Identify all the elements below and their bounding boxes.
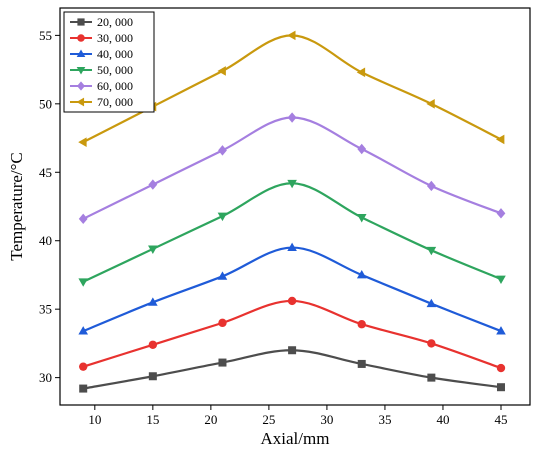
data-point-3-1 (148, 245, 158, 254)
x-tick-label-6: 40 (436, 412, 449, 427)
series-4 (78, 112, 506, 225)
data-point-4-2 (218, 145, 227, 156)
data-point-3-6 (496, 275, 506, 285)
series-line-0 (83, 349, 502, 390)
x-tick-label-2: 20 (204, 412, 217, 427)
x-tick-label-3: 25 (262, 412, 275, 427)
data-point-5-3 (287, 30, 296, 41)
series-0 (79, 346, 505, 393)
y-tick-label-4: 50 (39, 96, 52, 111)
data-point-2-0 (78, 326, 89, 335)
data-point-0-0 (79, 384, 88, 393)
data-point-3-0 (78, 278, 89, 287)
y-axis-title: Temperature/°C (7, 152, 26, 261)
data-point-0-1 (148, 372, 157, 381)
data-point-0-5 (427, 373, 436, 382)
data-point-1-5 (427, 339, 436, 348)
data-point-5-4 (356, 67, 366, 78)
data-point-0-6 (496, 383, 505, 392)
data-point-5-5 (426, 99, 435, 109)
legend-box (63, 11, 155, 113)
data-point-3-3 (287, 179, 297, 189)
series-2 (78, 242, 506, 335)
y-tick-label-3: 45 (39, 165, 52, 180)
legend-marker-0 (77, 18, 85, 26)
plot-area (78, 30, 506, 393)
data-point-1-0 (79, 362, 88, 371)
data-point-3-2 (217, 212, 228, 222)
data-point-5-2 (217, 66, 226, 76)
legend: 20, 000 30, 000 40, 000 50, 000 60, 000 70, 0… (63, 11, 155, 113)
series-line-3 (82, 182, 502, 283)
data-point-5-6 (495, 134, 505, 145)
data-point-2-5 (426, 298, 437, 308)
y-tick-label-1: 35 (39, 302, 52, 317)
data-point-0-4 (357, 359, 366, 368)
y-tick-label-5: 55 (39, 28, 52, 43)
data-point-1-4 (357, 320, 366, 329)
legend-label-3: 50, 000 (97, 63, 133, 77)
legend-label-5: 70, 000 (97, 95, 133, 109)
data-point-1-6 (496, 363, 506, 373)
data-point-1-2 (218, 318, 227, 328)
legend-marker-1 (77, 34, 85, 42)
legend-label-2: 40, 000 (97, 47, 133, 61)
data-point-1-3 (287, 296, 297, 306)
series-line-1 (82, 299, 502, 370)
x-tick-label-0: 10 (88, 412, 101, 427)
data-point-2-1 (148, 297, 158, 306)
data-point-4-3 (287, 112, 297, 123)
x-axis-title: Axial/mm (261, 429, 330, 448)
data-point-4-6 (496, 208, 506, 219)
plot-frame (59, 7, 531, 406)
x-tick-label-4: 30 (320, 412, 333, 427)
legend-marker-4 (77, 81, 85, 91)
x-tick-label-1: 15 (146, 412, 159, 427)
legend-marker-2 (76, 49, 86, 58)
data-point-4-5 (426, 180, 436, 192)
x-tick-label-5: 35 (378, 412, 391, 427)
x-tick-label-7: 45 (494, 412, 507, 427)
data-point-3-5 (426, 246, 437, 256)
data-point-0-3 (288, 346, 297, 355)
data-point-5-0 (78, 137, 87, 147)
axes: 10 15 20 25 30 35 40 45 30 35 40 45 50 55 (39, 7, 531, 427)
data-point-4-0 (78, 213, 88, 225)
data-point-3-4 (356, 214, 367, 223)
data-point-2-6 (496, 326, 506, 335)
legend-label-4: 60, 000 (97, 79, 133, 93)
legend-marker-3 (76, 66, 86, 75)
series-3 (78, 179, 506, 287)
y-tick-label-2: 40 (39, 233, 52, 248)
legend-label-1: 30, 000 (97, 31, 133, 45)
legend-label-0: 20, 000 (97, 15, 133, 29)
legend-marker-5 (76, 97, 85, 107)
y-tick-label-0: 30 (39, 370, 52, 385)
data-point-1-1 (148, 340, 158, 349)
series-line-2 (82, 246, 502, 333)
data-point-4-1 (148, 179, 158, 190)
series-1 (79, 296, 506, 373)
data-point-0-2 (218, 358, 227, 367)
data-point-2-4 (356, 269, 367, 279)
data-point-2-2 (217, 271, 228, 280)
series-line-4 (82, 116, 502, 220)
data-point-4-4 (357, 143, 367, 155)
data-point-2-3 (287, 242, 297, 251)
